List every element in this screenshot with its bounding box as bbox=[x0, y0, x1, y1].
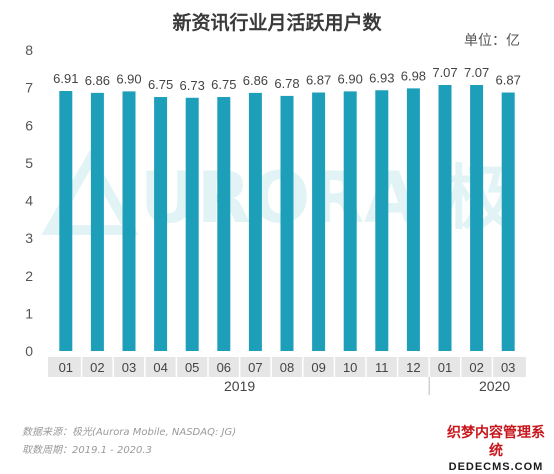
x-tick-label: 03 bbox=[122, 360, 136, 375]
bar bbox=[122, 91, 136, 351]
x-tick-label: 04 bbox=[153, 360, 167, 375]
bar bbox=[280, 95, 294, 351]
data-label: 6.90 bbox=[338, 71, 363, 86]
data-label: 7.07 bbox=[432, 65, 457, 80]
data-label: 6.93 bbox=[369, 70, 394, 85]
data-label: 6.87 bbox=[306, 73, 331, 88]
data-label: 6.75 bbox=[148, 77, 173, 92]
x-tick-label: 08 bbox=[280, 360, 294, 375]
x-tick-label: 02 bbox=[469, 360, 483, 375]
x-tick-label: 05 bbox=[185, 360, 199, 375]
y-tick-label: 8 bbox=[25, 42, 33, 58]
data-label: 6.91 bbox=[53, 71, 78, 86]
x-tick-label: 10 bbox=[343, 360, 357, 375]
site-logo: 织梦内容管理系统 DEDECMS.COM bbox=[442, 424, 550, 473]
x-tick-label: 11 bbox=[375, 360, 389, 375]
data-label: 6.75 bbox=[211, 77, 236, 92]
y-tick-label: 4 bbox=[25, 193, 33, 209]
data-label: 6.87 bbox=[496, 73, 521, 88]
x-tick-label: 07 bbox=[248, 360, 262, 375]
bar bbox=[185, 97, 199, 351]
y-tick-label: 7 bbox=[25, 80, 33, 96]
data-label: 6.73 bbox=[180, 78, 205, 93]
x-tick-label: 02 bbox=[90, 360, 104, 375]
y-tick-label: 6 bbox=[25, 117, 33, 133]
x-tick-label: 03 bbox=[501, 360, 515, 375]
data-period-note: 取数周期：2019.1 - 2020.3 bbox=[22, 445, 152, 456]
year-label: 2019 bbox=[224, 378, 255, 394]
site-logo-cn: 织梦内容管理系统 bbox=[447, 425, 545, 459]
data-source-note: 数据来源：极光(Aurora Mobile, NASDAQ: JG) bbox=[22, 427, 237, 438]
site-logo-en: DEDECMS.COM bbox=[448, 461, 544, 473]
bar bbox=[375, 90, 389, 351]
bar bbox=[59, 91, 73, 351]
data-label: 6.86 bbox=[243, 73, 268, 88]
bar bbox=[438, 84, 452, 352]
unit-label: 单位：亿 bbox=[464, 33, 520, 49]
x-axis-band bbox=[48, 357, 526, 377]
year-label: 2020 bbox=[479, 378, 510, 394]
x-tick-label: 01 bbox=[59, 360, 73, 375]
x-tick-label: 06 bbox=[217, 360, 231, 375]
bar bbox=[154, 97, 168, 351]
y-tick-label: 1 bbox=[25, 305, 33, 321]
bar bbox=[248, 92, 262, 351]
x-tick-label: 01 bbox=[438, 360, 452, 375]
chart-title: 新资讯行业月活跃用户数 bbox=[172, 12, 382, 34]
x-tick-label: 09 bbox=[311, 360, 325, 375]
bar bbox=[217, 97, 231, 351]
bar bbox=[90, 92, 104, 351]
bar bbox=[470, 84, 484, 352]
data-label: 6.98 bbox=[401, 68, 426, 83]
data-label: 6.86 bbox=[85, 73, 110, 88]
data-label: 7.07 bbox=[464, 65, 489, 80]
bar bbox=[343, 91, 357, 351]
bar bbox=[406, 88, 420, 351]
bar bbox=[501, 92, 515, 352]
y-tick-label: 5 bbox=[25, 155, 33, 171]
bar bbox=[312, 92, 326, 352]
y-tick-label: 2 bbox=[25, 268, 33, 284]
data-label: 6.78 bbox=[274, 76, 299, 91]
data-label: 6.90 bbox=[116, 71, 141, 86]
y-tick-label: 0 bbox=[25, 343, 33, 359]
x-tick-label: 12 bbox=[406, 360, 420, 375]
y-tick-label: 3 bbox=[25, 230, 33, 246]
